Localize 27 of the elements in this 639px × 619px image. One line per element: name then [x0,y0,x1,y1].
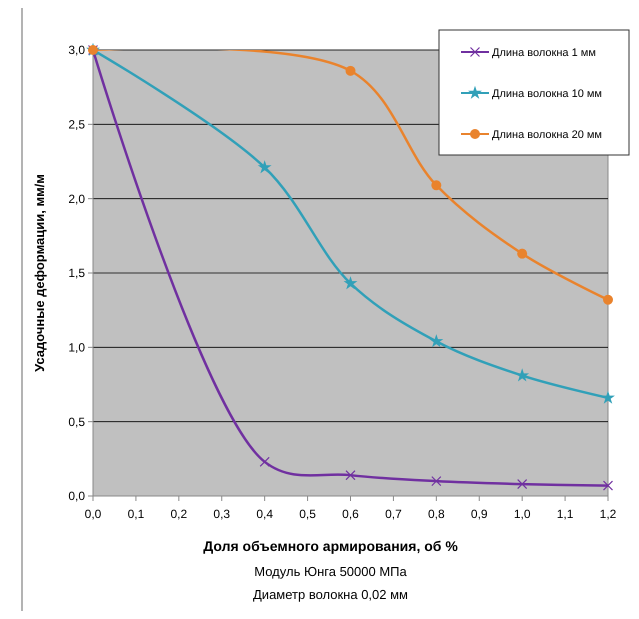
x-tick-label: 0,2 [170,507,188,521]
x-tick-label: 0,1 [128,507,145,521]
y-tick-label: 2,5 [68,118,86,132]
x-tick-label: 0,0 [84,507,102,521]
legend-label: Длина волокна 10 мм [492,88,602,100]
x-axis-title: Доля объемного армирования, об % [203,538,458,554]
x-tick-label: 1,1 [556,507,574,521]
y-tick-label: 2,0 [68,192,86,206]
x-tick-label: 0,6 [342,507,360,521]
y-tick-label: 0,0 [68,489,86,504]
x-tick-label: 0,7 [385,507,402,521]
y-tick-label: 1,5 [68,266,86,280]
text: Модуль Юнга 50000 МПа [254,564,408,579]
x-tick-label: 0,5 [299,507,316,521]
x-tick-label: 0,3 [213,507,230,521]
y-axis-title: Усадочные деформации, мм/м [32,174,47,372]
x-tick-label: 1,0 [514,507,531,521]
x-tick-label: 1,2 [600,507,617,521]
y-tick-label: 3,0 [68,43,86,58]
legend-label: Длина волокна 20 мм [492,128,602,141]
y-tick-label: 1,0 [68,340,86,355]
x-tick-label: 0,9 [470,507,488,521]
y-tick-label: 0,5 [68,414,86,429]
legend-label: Длина волокна 1 мм [492,46,596,59]
text: Диаметр волокна 0,02 мм [253,587,408,602]
x-tick-label: 0,8 [428,507,445,521]
x-tick-label: 0,4 [256,507,274,521]
